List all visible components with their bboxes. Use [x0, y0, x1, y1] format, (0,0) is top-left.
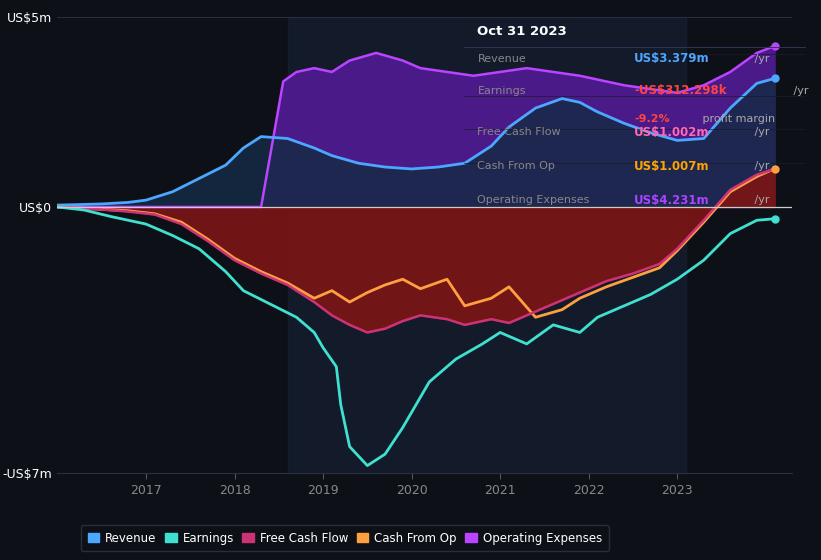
- Text: Revenue: Revenue: [478, 54, 526, 64]
- Text: /yr: /yr: [790, 86, 808, 96]
- Text: US$4.231m: US$4.231m: [635, 194, 710, 207]
- Text: profit margin: profit margin: [699, 114, 775, 124]
- Bar: [287, 17, 686, 473]
- Text: /yr: /yr: [750, 161, 769, 171]
- Legend: Revenue, Earnings, Free Cash Flow, Cash From Op, Operating Expenses: Revenue, Earnings, Free Cash Flow, Cash …: [81, 525, 608, 551]
- Text: Cash From Op: Cash From Op: [478, 161, 555, 171]
- Text: US$3.379m: US$3.379m: [635, 53, 710, 66]
- Text: US$1.002m: US$1.002m: [635, 126, 709, 139]
- Text: Earnings: Earnings: [478, 86, 526, 96]
- Text: -US$312.298k: -US$312.298k: [635, 84, 727, 97]
- Text: Oct 31 2023: Oct 31 2023: [478, 25, 567, 38]
- Text: Free Cash Flow: Free Cash Flow: [478, 128, 561, 137]
- Text: Operating Expenses: Operating Expenses: [478, 195, 589, 205]
- Text: US$1.007m: US$1.007m: [635, 160, 709, 173]
- Text: /yr: /yr: [750, 195, 769, 205]
- Text: -9.2%: -9.2%: [635, 114, 670, 124]
- Text: /yr: /yr: [750, 54, 769, 64]
- Text: /yr: /yr: [750, 128, 769, 137]
